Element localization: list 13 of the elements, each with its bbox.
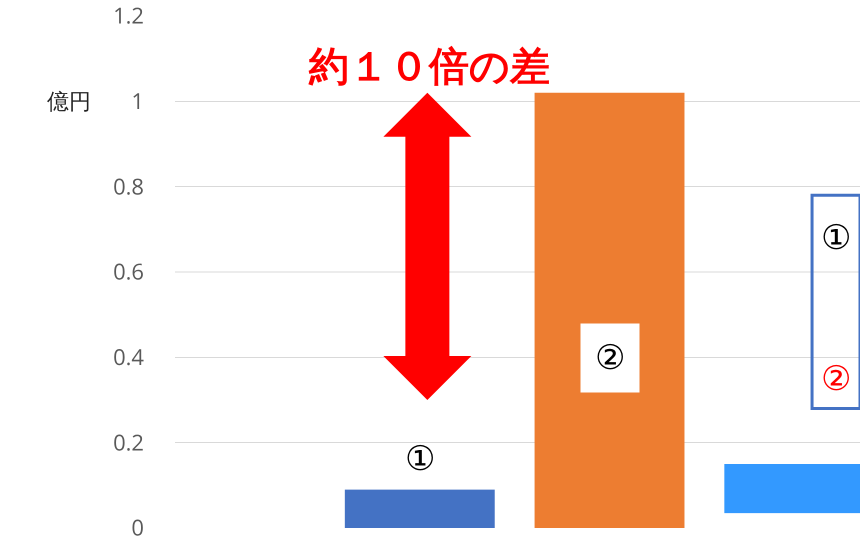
y-tick-label: 0.6 [113, 256, 144, 287]
data-label: ① [405, 439, 436, 479]
y-tick-label: 0.4 [113, 342, 144, 372]
data-label: ② [595, 338, 626, 378]
y-axis-title: 億円 [47, 86, 91, 116]
y-tick-label: 1 [131, 86, 144, 116]
annotation: ② [821, 359, 852, 399]
annotation: 約１０倍の差 [308, 44, 550, 90]
y-tick-label: 0 [131, 512, 144, 543]
y-tick-label: 0.2 [113, 427, 144, 458]
annotation: ① [821, 218, 852, 258]
y-tick-label: 0.8 [113, 171, 144, 202]
y-tick-label: 1.2 [113, 0, 144, 31]
